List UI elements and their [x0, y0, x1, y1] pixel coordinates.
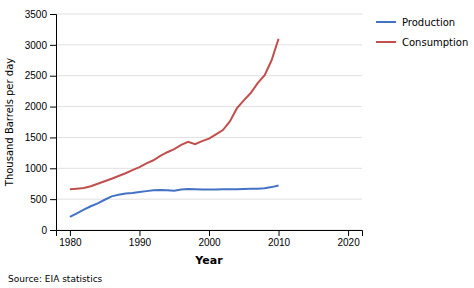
grid-line [56, 168, 362, 169]
tick: 3000 [25, 40, 56, 51]
tick-label: 1000 [25, 163, 48, 174]
legend-item: Consumption [376, 37, 468, 48]
tick-mark [50, 199, 56, 200]
grid-line [56, 75, 362, 76]
tick: 1990 [129, 230, 152, 248]
grid-line [56, 106, 362, 107]
tick: 3500 [25, 9, 56, 20]
tick: 1000 [25, 163, 56, 174]
tick-mark [70, 230, 71, 236]
tick: 500 [30, 194, 56, 205]
tick-mark [50, 230, 56, 231]
x-axis-title: Year [194, 254, 223, 267]
tick-mark [50, 76, 56, 77]
tick: 2500 [25, 70, 56, 81]
grid [56, 14, 362, 230]
tick-label: 2020 [337, 237, 360, 248]
plot-area: 1980 1990 2000 2010 2020 0 500 1000 1500 2000 2500… [25, 9, 363, 248]
grid-line [56, 14, 362, 15]
tick-mark [348, 230, 349, 236]
tick: 1500 [25, 132, 56, 143]
tick-mark [279, 230, 280, 236]
tick: 0 [41, 225, 56, 236]
tick-label: 3000 [25, 40, 48, 51]
tick: 2020 [337, 230, 360, 248]
y-axis-title: Thousand Barrels per day [4, 58, 15, 188]
lines [70, 39, 279, 217]
tick-label: 3500 [25, 9, 48, 20]
series-line [70, 39, 279, 190]
grid-line [56, 199, 362, 200]
legend-label: Production [402, 17, 455, 28]
legend-label: Consumption [402, 37, 468, 48]
y-axis: 0 500 1000 1500 2000 2500 3000 3500 [25, 9, 57, 236]
legend: Production Consumption [376, 17, 468, 48]
tick-label: 2500 [25, 70, 48, 81]
tick-mark [50, 137, 56, 138]
tick-mark [209, 230, 210, 236]
tick-label: 2010 [268, 237, 291, 248]
axis-line [50, 15, 57, 231]
legend-swatch [376, 41, 396, 43]
tick-mark [50, 14, 56, 15]
axis-line [57, 231, 363, 237]
tick-label: 2000 [25, 101, 48, 112]
tick-mark [50, 45, 56, 46]
x-axis: 1980 1990 2000 2010 2020 [57, 230, 363, 248]
chart: 1980 1990 2000 2010 2020 0 500 1000 1500 2000 2500… [0, 0, 474, 288]
tick: 2000 [25, 101, 56, 112]
tick: 2000 [198, 230, 221, 248]
tick-mark [139, 230, 140, 236]
tick-mark [50, 107, 56, 108]
tick-label: 1500 [25, 132, 48, 143]
tick: 2010 [268, 230, 291, 248]
annotation: Source: EIA statistics [8, 274, 103, 284]
grid-line [56, 44, 362, 45]
series-line [70, 186, 279, 217]
tick: 1980 [59, 230, 82, 248]
tick-label: 0 [41, 225, 47, 236]
legend-item: Production [376, 17, 455, 28]
tick-label: 1980 [59, 237, 82, 248]
tick-label: 1990 [129, 237, 152, 248]
tick-label: 500 [30, 194, 47, 205]
tick-mark [50, 168, 56, 169]
legend-swatch [376, 21, 396, 23]
tick-label: 2000 [198, 237, 221, 248]
